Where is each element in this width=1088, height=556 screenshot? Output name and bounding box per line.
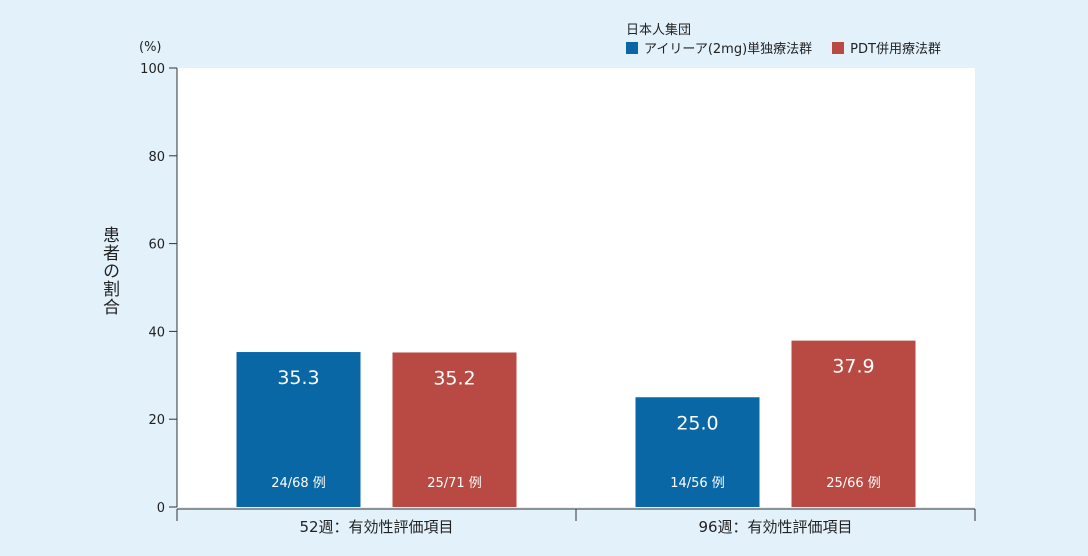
y-tick-label: 80 <box>148 150 165 165</box>
bar <box>392 352 517 507</box>
y-tick-label: 40 <box>148 325 165 340</box>
legend-label-pdt: PDT併用療法群 <box>850 42 941 57</box>
bar-n-label: 24/68 例 <box>271 476 326 491</box>
legend-title: 日本人集団 <box>626 23 692 38</box>
y-tick-label: 0 <box>157 501 165 516</box>
bar <box>236 352 361 507</box>
y-tick-label: 60 <box>148 238 165 253</box>
legend-item-pdt: PDT併用療法群 <box>832 38 941 57</box>
legend: アイリーア(2mg)単独療法群 PDT併用療法群 <box>626 38 961 57</box>
y-tick-label: 20 <box>148 413 165 428</box>
bar <box>635 397 760 507</box>
bar-value-label: 35.2 <box>433 367 475 389</box>
x-category-label: 96週：有効性評価項目 <box>698 518 852 536</box>
legend-label-aflibercept: アイリーア(2mg)単独療法群 <box>644 42 813 57</box>
bar-n-label: 14/56 例 <box>670 476 725 491</box>
x-category-label: 52週：有効性評価項目 <box>299 518 453 536</box>
bar-n-label: 25/71 例 <box>427 476 482 491</box>
legend-item-aflibercept: アイリーア(2mg)単独療法群 <box>626 38 812 57</box>
bar-value-label: 35.3 <box>277 367 319 389</box>
y-unit-label: (%) <box>139 40 162 55</box>
bar <box>791 340 916 507</box>
y-axis-label: 患者の割合 <box>99 226 119 316</box>
legend-swatch-aflibercept <box>626 41 638 54</box>
bar-value-label: 25.0 <box>676 412 718 434</box>
legend-swatch-pdt <box>832 41 845 54</box>
bar-value-label: 37.9 <box>832 356 874 378</box>
y-tick-label: 100 <box>140 62 165 77</box>
bar-n-label: 25/66 例 <box>826 476 881 491</box>
